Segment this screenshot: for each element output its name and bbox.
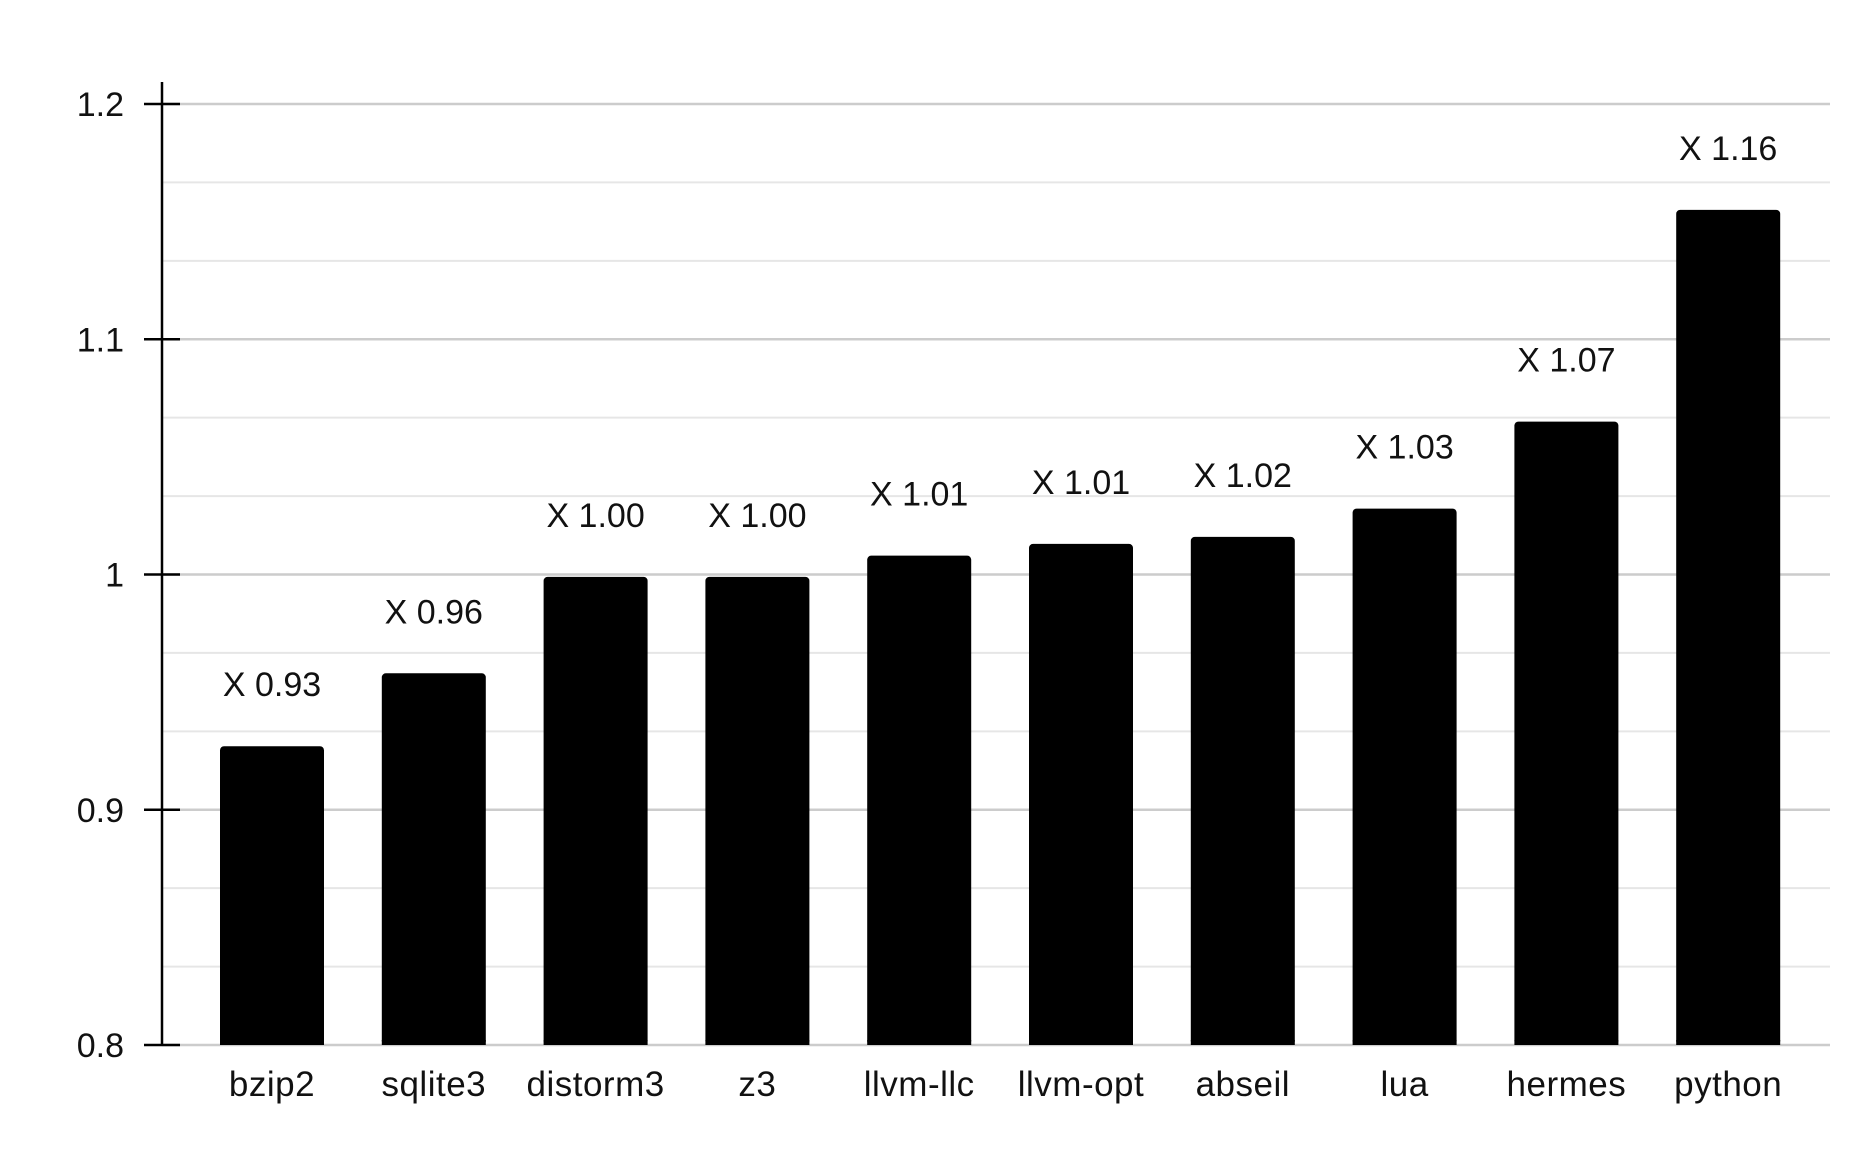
data-labels: X 0.93 X 0.96 X 1.00 X 1.00 X 1.01 X 1.01 X 1.… (223, 130, 1778, 704)
data-label-distorm3: X 1.00 (546, 497, 644, 535)
bar-base-lua (1352, 1040, 1457, 1045)
category-label-distorm3: distorm3 (526, 1065, 664, 1104)
bar-sqlite3 (381, 673, 486, 1045)
bar-hermes (1514, 421, 1619, 1045)
category-labels: bzip2 sqlite3 distorm3 z3 llvm-llc llvm-opt ab… (229, 1065, 1782, 1104)
bar-lua (1352, 508, 1457, 1045)
category-label-sqlite3: sqlite3 (381, 1065, 486, 1104)
bar-llvm-llc (867, 555, 972, 1045)
y-tick-label: 1 (105, 557, 124, 595)
data-label-llvm-opt: X 1.01 (1032, 464, 1130, 502)
y-tick-label: 1.1 (77, 321, 124, 359)
category-label-llvm-opt: llvm-opt (1018, 1065, 1145, 1104)
category-label-llvm-llc: llvm-llc (864, 1065, 975, 1104)
y-tick-labels: 0.8 0.9 1 1.1 1.2 (77, 86, 124, 1065)
bar-base-python (1676, 1040, 1781, 1045)
y-tick-label: 1.2 (77, 86, 124, 124)
data-label-z3: X 1.00 (708, 497, 806, 535)
bar-bzip2 (220, 746, 324, 1045)
category-label-hermes: hermes (1507, 1065, 1627, 1104)
y-axis (144, 82, 180, 1047)
bar-distorm3 (543, 576, 648, 1045)
bar-base-sqlite3 (381, 1040, 486, 1045)
bars (220, 209, 1781, 1046)
data-label-abseil: X 1.02 (1194, 457, 1292, 495)
data-label-hermes: X 1.07 (1517, 342, 1615, 380)
bar-llvm-opt (1029, 543, 1133, 1045)
bar-abseil (1190, 536, 1295, 1045)
data-label-lua: X 1.03 (1355, 429, 1453, 467)
bar-z3 (705, 576, 810, 1045)
bar-base-hermes (1514, 1040, 1619, 1045)
data-label-llvm-llc: X 1.01 (870, 476, 968, 514)
bar-base-abseil (1190, 1040, 1295, 1045)
category-label-z3: z3 (738, 1065, 776, 1104)
category-label-python: python (1674, 1065, 1782, 1104)
category-label-abseil: abseil (1196, 1065, 1290, 1104)
y-tick-label: 0.9 (77, 792, 124, 830)
bar-base-distorm3 (543, 1040, 648, 1045)
data-label-sqlite3: X 0.96 (385, 593, 483, 631)
y-tick-label: 0.8 (77, 1027, 124, 1065)
bar-base-bzip2 (220, 1040, 324, 1045)
bar-base-z3 (705, 1040, 810, 1045)
category-label-bzip2: bzip2 (229, 1065, 315, 1104)
data-label-python: X 1.16 (1679, 130, 1777, 168)
bar-base-llvm-opt (1029, 1040, 1133, 1045)
data-label-bzip2: X 0.93 (223, 666, 321, 704)
bar-python (1676, 209, 1781, 1046)
bar-base-llvm-llc (867, 1040, 972, 1045)
category-label-lua: lua (1380, 1065, 1428, 1104)
